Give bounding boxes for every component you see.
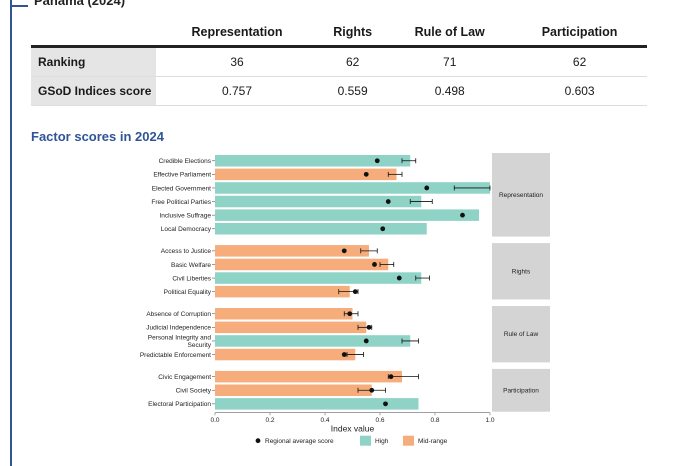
factor-bar [215,398,419,410]
panel-title: Panama (2024) [34,0,126,8]
factor-bar [215,348,356,361]
factor-bar [215,168,397,181]
factor-label: Free Political Parties [151,199,211,206]
legend-swatch [403,435,414,446]
x-axis-label: Index value [331,424,375,434]
legend-label: High [375,438,389,445]
regional-average-point [363,338,369,344]
factor-label: Elected Government [152,185,211,192]
table-header-rights: Rights [318,18,388,48]
factor-label: Absence of Corruption [146,311,211,318]
factor-label: Civil Liberties [172,275,211,282]
factor-label: Electoral Participation [148,401,211,408]
factor-label: Predictable Enforcement [140,352,211,359]
table-cell: 36 [156,46,319,77]
factor-label: Judicial Independence [146,325,211,332]
factor-label: Civic Engagement [158,374,211,381]
x-tick-label: 0.0 [210,417,219,424]
factor-label: Political Equality [164,289,212,296]
table-header-representation: Representation [156,18,319,48]
group-label: Participation [503,387,539,394]
table-row-label: Ranking [31,46,156,77]
factor-label: Basic Welfare [171,262,211,269]
table-row-ranking: Ranking 36 62 71 62 [31,46,647,77]
table-header-empty [31,18,156,48]
factor-bar [215,335,411,347]
factor-bar [215,370,402,383]
factor-bar [215,272,422,284]
factor-label: Civil Society [176,388,212,395]
x-tick-label: 0.8 [430,417,439,424]
factor-bar [215,245,369,257]
table-cell: 0.757 [156,76,319,106]
panel-frame-tick [10,5,28,7]
table-row-label: GSoD Indices score [31,76,156,106]
x-tick-label: 0.6 [375,417,384,424]
regional-average-point [460,212,465,218]
legend-label: Mid-range [418,438,448,445]
regional-average-point [369,387,375,393]
regional-average-point [388,374,394,380]
table-cell: 71 [387,46,513,77]
factor-label: Credible Elections [159,158,212,165]
factor-scores-chart: Representation Credible Elections Effectiv… [140,153,550,446]
table-cell: 62 [318,46,388,77]
table-header-participation: Participation [512,18,647,48]
table-cell: 0.498 [387,76,513,106]
factor-bar [215,209,479,221]
factor-bar [215,258,389,271]
group-box [492,153,550,237]
factor-bar [215,182,490,194]
factor-bar [215,195,422,208]
factor-bar [215,223,427,235]
regional-average-point [383,401,388,407]
panel-frame-line [10,0,12,466]
factor-bar [215,155,411,167]
regional-average-point [341,248,347,254]
group-label: Rule of Law [504,331,539,338]
table-header-rule-of-law: Rule of Law [387,18,513,48]
regional-average-point [366,324,372,330]
legend-swatch [360,435,371,446]
group-label: Representation [499,192,543,199]
factor-label: Access to Justice [161,248,212,255]
group-label: Rights [512,268,531,275]
factor-bar [215,384,372,396]
legend-marker-regional-average [255,438,261,444]
factor-label: Effective Parliament [153,172,211,179]
regional-average-point [363,171,369,177]
group-box [492,306,550,363]
factor-label: Personal Integrity and Security [148,334,212,349]
x-tick-label: 0.4 [320,417,329,424]
regional-average-point [396,275,402,281]
group-box [492,243,550,300]
regional-average-point [385,199,391,204]
table-row-gsod-score: GSoD Indices score 0.757 0.559 0.498 0.6… [31,76,647,106]
table-cell: 0.559 [318,76,388,106]
regional-average-point [347,311,353,317]
regional-average-point [374,158,380,164]
x-tick-label: 0.2 [265,417,274,424]
table-header-row: Representation Rights Rule of Law Partic… [31,18,647,48]
chart-title: Factor scores in 2024 [31,129,164,144]
regional-average-point [341,352,347,357]
regional-average-point [424,185,430,191]
scores-table: Representation Rights Rule of Law Partic… [31,18,647,106]
factor-bar [215,285,350,298]
factor-label: Local Democracy [161,226,212,233]
regional-average-point [380,226,386,232]
factor-bar [215,308,353,320]
factor-bar [215,321,367,334]
legend-label: Regional average score [265,438,334,445]
table-cell: 62 [512,46,647,77]
group-box [492,368,550,412]
x-tick-label: 1.0 [485,417,494,424]
factor-label: Inclusive Suffrage [159,212,211,219]
regional-average-point [352,289,358,295]
table-cell: 0.603 [512,76,647,106]
regional-average-point [372,262,377,267]
